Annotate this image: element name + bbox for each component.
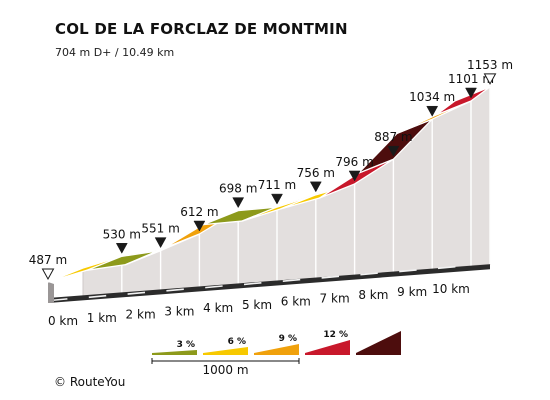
elevation-label: 487 m <box>29 253 67 267</box>
elevation-label: 711 m <box>258 178 296 192</box>
elevation-label: 530 m <box>103 227 141 241</box>
km-marker-icon <box>426 105 439 117</box>
km-marker-icon <box>387 145 400 157</box>
km-marker-icon <box>154 237 167 249</box>
ridge-segment-km-10 <box>435 86 491 116</box>
base-dash <box>360 272 378 276</box>
elevation-label: 1034 m <box>409 90 455 104</box>
x-tick-label: 10 km <box>432 282 470 296</box>
base-dash <box>127 291 146 295</box>
legend-label: 9 % <box>279 334 297 344</box>
copyright-icon: © <box>54 375 66 389</box>
km-marker-icon <box>271 193 283 205</box>
elevation-label: 756 m <box>297 166 335 180</box>
base-dash <box>205 285 223 289</box>
base-dash <box>243 281 262 286</box>
elevation-label: 1101 m <box>448 72 494 86</box>
open-marker-icon <box>483 73 497 85</box>
km-marker-icon <box>115 243 128 254</box>
elevation-label: 887 m <box>374 130 412 144</box>
routeyou-brand[interactable]: RouteYou <box>69 375 126 389</box>
legend-label: 6 % <box>228 337 246 347</box>
elevation-label: 551 m <box>141 222 179 236</box>
legend-swatch <box>356 331 401 355</box>
x-tick-label: 6 km <box>281 295 311 309</box>
x-tick-label: 0 km <box>48 314 78 328</box>
km-marker-icon <box>193 220 206 232</box>
km-marker-icon <box>348 170 361 182</box>
base-dash <box>399 269 417 273</box>
elevation-label: 796 m <box>335 155 373 169</box>
elevation-label: 1153 m <box>467 58 513 72</box>
x-tick-label: 3 km <box>164 304 194 318</box>
x-tick-label: 4 km <box>203 301 233 315</box>
base-dash <box>88 294 107 299</box>
km-marker-icon <box>309 181 322 193</box>
x-tick-label: 8 km <box>358 288 388 302</box>
legend-swatch <box>152 350 197 355</box>
base-dash <box>166 288 184 292</box>
base-end <box>48 282 54 303</box>
x-tick-label: 2 km <box>126 308 156 322</box>
legend-label: 3 % <box>177 340 195 350</box>
base-slab <box>48 264 491 303</box>
elevation-label: 698 m <box>219 182 257 196</box>
elevation-label: 612 m <box>180 205 218 219</box>
chart-subtitle: 704 m D+ / 10.49 km <box>55 46 175 59</box>
open-marker-icon <box>41 268 55 281</box>
base-dash <box>282 278 301 282</box>
legend-label: 12 % <box>323 330 348 340</box>
scale-bar-label: 1000 m <box>202 363 248 377</box>
legend-swatch <box>305 340 350 355</box>
x-tick-label: 5 km <box>242 298 272 312</box>
chart-title: COL DE LA FORCLAZ DE MONTMIN <box>55 20 348 38</box>
km-marker-icon <box>465 87 477 99</box>
x-tick-label: 7 km <box>320 291 350 305</box>
legend-swatch <box>254 344 299 355</box>
copyright-notice: © RouteYou <box>54 375 125 389</box>
x-tick-label: 9 km <box>397 285 427 299</box>
base-dash <box>321 275 340 279</box>
legend-swatch <box>203 347 248 355</box>
x-tick-label: 1 km <box>87 311 117 325</box>
km-marker-icon <box>232 197 245 209</box>
base-dash <box>437 265 456 270</box>
